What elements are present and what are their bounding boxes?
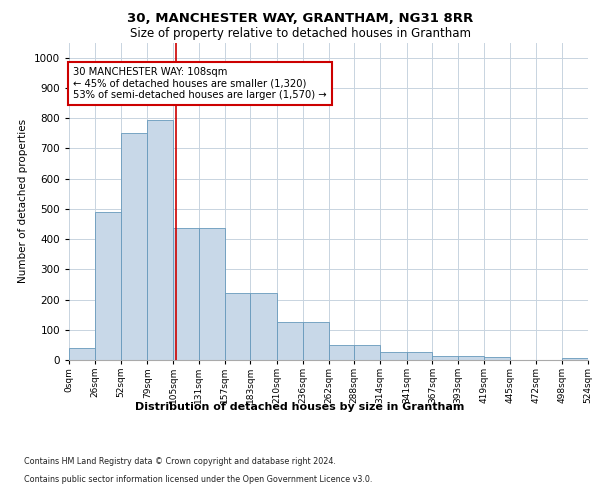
Text: 30 MANCHESTER WAY: 108sqm
← 45% of detached houses are smaller (1,320)
53% of se: 30 MANCHESTER WAY: 108sqm ← 45% of detac…: [73, 66, 326, 100]
Text: Distribution of detached houses by size in Grantham: Distribution of detached houses by size …: [136, 402, 464, 412]
Bar: [199, 228, 224, 360]
Text: Size of property relative to detached houses in Grantham: Size of property relative to detached ho…: [130, 28, 470, 40]
Text: Contains HM Land Registry data © Crown copyright and database right 2024.: Contains HM Land Registry data © Crown c…: [24, 458, 336, 466]
Bar: [329, 345, 354, 360]
Bar: [69, 348, 95, 360]
Bar: [303, 322, 329, 360]
Text: 30, MANCHESTER WAY, GRANTHAM, NG31 8RR: 30, MANCHESTER WAY, GRANTHAM, NG31 8RR: [127, 12, 473, 26]
Bar: [147, 120, 173, 360]
Bar: [95, 212, 121, 360]
Bar: [484, 357, 510, 360]
Bar: [121, 133, 147, 360]
Text: Contains public sector information licensed under the Open Government Licence v3: Contains public sector information licen…: [24, 475, 373, 484]
Bar: [277, 322, 303, 360]
Bar: [407, 352, 433, 360]
Bar: [433, 356, 458, 360]
Bar: [250, 294, 277, 360]
Bar: [562, 358, 588, 360]
Bar: [173, 228, 199, 360]
Bar: [224, 294, 250, 360]
Y-axis label: Number of detached properties: Number of detached properties: [18, 119, 28, 284]
Bar: [354, 345, 380, 360]
Bar: [380, 352, 407, 360]
Bar: [458, 356, 484, 360]
